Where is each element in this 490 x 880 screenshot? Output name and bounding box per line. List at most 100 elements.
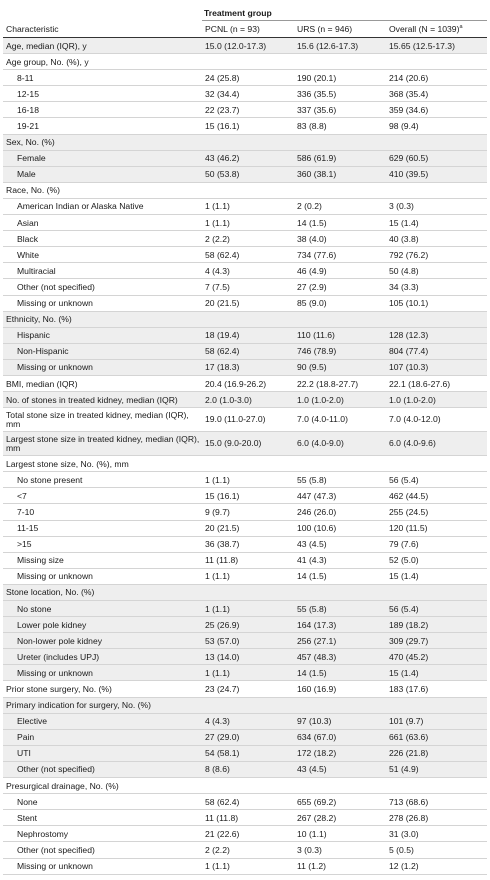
row: Primary indication for surgery, No. (%) (3, 697, 487, 714)
cell-value: 226 (21.8) (389, 748, 429, 759)
row-label: Missing or unknown (17, 362, 93, 373)
row-label: 11-15 (17, 523, 39, 534)
row-label: Other (not specified) (17, 764, 95, 775)
row: Missing or unknown 20 (21.5) 85 (9.0) 105 (… (3, 296, 487, 312)
cell-value: 1.0 (1.0-2.0) (389, 394, 436, 405)
footnote-mark: a (459, 24, 463, 31)
row-label: Missing or unknown (17, 861, 93, 872)
row-label: Nephrostomy (17, 828, 69, 839)
row: >15 36 (38.7) 43 (4.5) 79 (7.6) (3, 537, 487, 553)
cell-value: 100 (10.6) (297, 523, 337, 534)
cell-value: 1 (1.1) (205, 603, 230, 614)
row: Missing size 11 (11.8) 41 (4.3) 52 (5.0) (3, 553, 487, 569)
row: Total stone size in treated kidney, medi… (3, 408, 487, 433)
cell-value: 38 (4.0) (297, 233, 327, 244)
row: BMI, median (IQR) 20.4 (16.9-26.2) 22.2 (1… (3, 376, 487, 393)
row-label: >15 (17, 539, 32, 550)
cell-value: 14 (1.5) (297, 571, 327, 582)
row-label: Male (17, 169, 36, 180)
cell-value: 79 (7.6) (389, 539, 419, 550)
cell-value: 83 (8.8) (297, 121, 327, 132)
row: Ethnicity, No. (%) (3, 311, 487, 328)
group-header: Treatment group (3, 4, 487, 21)
cell-value: 7 (7.5) (205, 281, 230, 292)
cell-value: 25 (26.9) (205, 619, 240, 630)
row-label: <7 (17, 490, 27, 501)
row-label: Black (17, 233, 39, 244)
row-label: Other (not specified) (17, 281, 95, 292)
row: UTI 54 (58.1) 172 (18.2) 226 (21.8) (3, 745, 487, 762)
row-label: Total stone size in treated kidney, medi… (6, 409, 189, 429)
cell-value: 14 (1.5) (297, 667, 327, 678)
cell-value: 15.65 (12.5-17.3) (389, 40, 455, 51)
row: Non-Hispanic 58 (62.4) 746 (78.9) 804 (77.4… (3, 343, 487, 360)
row: Nephrostomy 21 (22.6) 10 (1.1) 31 (3.0) (3, 826, 487, 843)
cell-value: 23 (24.7) (205, 684, 240, 695)
cell-value: 58 (62.4) (205, 346, 240, 357)
cell-value: 359 (34.6) (389, 104, 429, 115)
row: Multiracial 4 (4.3) 46 (4.9) 50 (4.8) (3, 263, 487, 280)
cell-value: 13 (14.0) (205, 651, 240, 662)
cell-value: 20 (21.5) (205, 523, 240, 534)
cell-value: 50 (53.8) (205, 169, 240, 180)
cell-value: 792 (76.2) (389, 249, 429, 260)
cell-value: 55 (5.8) (297, 474, 327, 485)
row-label: Missing or unknown (17, 667, 93, 678)
cell-value: 661 (63.6) (389, 732, 429, 743)
row: 7-10 9 (9.7) 246 (26.0) 255 (24.5) (3, 504, 487, 521)
row-label: Hispanic (17, 330, 50, 341)
row-label: UTI (17, 748, 31, 759)
row-label: Missing size (17, 555, 64, 566)
cell-value: 172 (18.2) (297, 748, 337, 759)
cell-value: 120 (11.5) (389, 523, 428, 534)
cell-value: 7.0 (4.0-11.0) (297, 414, 348, 425)
cell-value: 7.0 (4.0-12.0) (389, 414, 441, 425)
cell-value: 22 (23.7) (205, 104, 240, 115)
cell-value: 58 (62.4) (205, 796, 240, 807)
cell-value: 18 (19.4) (205, 330, 240, 341)
cell-value: 360 (38.1) (297, 169, 337, 180)
row-label: Age, median (IQR), y (6, 40, 87, 51)
cell-value: 10 (1.1) (297, 828, 327, 839)
row: Presurgical drainage, No. (%) (3, 778, 487, 795)
cell-value: 43 (4.5) (297, 539, 327, 550)
row-label: 12-15 (17, 88, 39, 99)
row: Prior stone surgery, No. (%) 23 (24.7) 160… (3, 681, 487, 698)
cell-value: 368 (35.4) (389, 88, 429, 99)
row: Pain 27 (29.0) 634 (67.0) 661 (63.6) (3, 729, 487, 746)
cell-value: 52 (5.0) (389, 555, 419, 566)
row: 19-21 15 (16.1) 83 (8.8) 98 (9.4) (3, 118, 487, 135)
row: Black 2 (2.2) 38 (4.0) 40 (3.8) (3, 231, 487, 248)
row: Other (not specified) 7 (7.5) 27 (2.9) 34 (… (3, 279, 487, 296)
cell-value: 1 (1.1) (205, 571, 230, 582)
row-label: Age group, No. (%), y (6, 56, 89, 67)
cell-value: 55 (5.8) (297, 603, 327, 614)
cell-value: 1 (1.1) (205, 217, 230, 228)
cell-value: 183 (17.6) (389, 684, 429, 695)
cell-value: 336 (35.5) (297, 88, 337, 99)
cell-value: 655 (69.2) (297, 796, 337, 807)
row-label: Sex, No. (%) (6, 137, 55, 148)
column-header: Overall (N = 1039)a (386, 24, 487, 34)
row: Lower pole kidney 25 (26.9) 164 (17.3) 189 … (3, 617, 487, 634)
column-header: URS (n = 946) (294, 24, 386, 34)
row: No stone present 1 (1.1) 55 (5.8) 56 (5.4) (3, 472, 487, 489)
cell-value: 22.2 (18.8-27.7) (297, 378, 359, 389)
cell-value: 586 (61.9) (297, 153, 337, 164)
row-label: Race, No. (%) (6, 185, 60, 196)
cell-value: 11 (1.2) (297, 861, 326, 872)
row-label: Non-Hispanic (17, 346, 69, 357)
cell-value: 6.0 (4.0-9.6) (389, 438, 436, 449)
row: Sex, No. (%) (3, 134, 487, 151)
cell-value: 4 (4.3) (205, 716, 230, 727)
cell-value: 462 (44.5) (389, 490, 429, 501)
cell-value: 15 (16.1) (205, 121, 240, 132)
cell-value: 15 (1.4) (389, 571, 419, 582)
cell-value: 53 (57.0) (205, 635, 240, 646)
cell-value: 107 (10.3) (389, 362, 429, 373)
cell-value: 36 (38.7) (205, 539, 240, 550)
cell-value: 14 (1.5) (297, 217, 327, 228)
row-label: Stone location, No. (%) (6, 587, 95, 598)
row: Missing or unknown 17 (18.3) 90 (9.5) 107 (… (3, 359, 487, 376)
cell-value: 9 (9.7) (205, 506, 230, 517)
